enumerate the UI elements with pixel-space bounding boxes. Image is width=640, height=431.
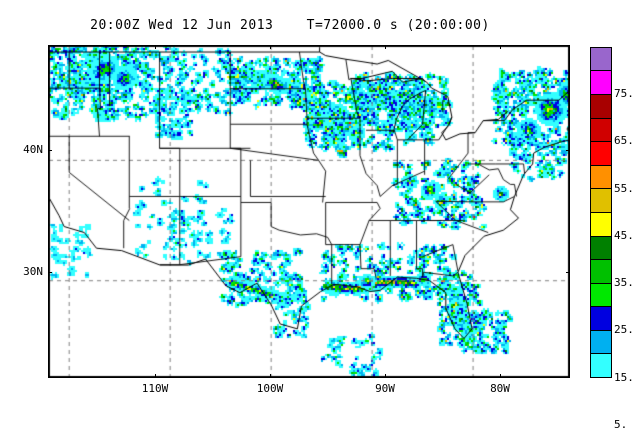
map-panel	[48, 45, 570, 378]
x-tick	[500, 374, 501, 378]
colorbar	[590, 47, 612, 378]
colorbar-band-70	[591, 47, 611, 72]
x-tick	[270, 45, 271, 49]
x-tick	[500, 45, 501, 49]
figure-title: 20:00Z Wed 12 Jun 2013 T=72000.0 s (20:0…	[90, 18, 490, 33]
x-axis-label-90w: 90W	[375, 382, 395, 395]
x-tick	[270, 374, 271, 378]
y-tick	[48, 150, 52, 151]
y-tick	[566, 150, 570, 151]
colorbar-band-55	[591, 118, 611, 143]
colorbar-band-10	[591, 330, 611, 355]
colorbar-band-5	[591, 354, 611, 377]
colorbar-band-60	[591, 95, 611, 119]
x-tick	[155, 45, 156, 49]
x-axis-label-80w: 80W	[490, 382, 510, 395]
colorbar-band-25	[591, 260, 611, 284]
y-axis-label-40n: 40N	[23, 143, 43, 156]
colorbar-label-45: 45.	[614, 228, 634, 242]
colorbar-label-15: 15.	[614, 370, 634, 384]
colorbar-label-75: 75.	[614, 87, 634, 100]
colorbar-labels: 75. 65. 55. 45. 35. 25. 15. 5.	[614, 47, 640, 431]
x-tick	[385, 45, 386, 49]
colorbar-label-65: 65.	[614, 134, 634, 148]
y-axis-label-30n: 30N	[23, 265, 43, 278]
y-tick	[48, 272, 52, 273]
colorbar-band-15	[591, 307, 611, 331]
radar-reflectivity-canvas	[49, 46, 569, 377]
x-axis-label-110w: 110W	[141, 382, 169, 395]
colorbar-band-35	[591, 212, 611, 237]
x-tick	[385, 374, 386, 378]
y-tick	[566, 272, 570, 273]
colorbar-label-25: 25.	[614, 323, 634, 337]
x-axis-label-100w: 100W	[256, 382, 284, 395]
radar-map-figure: 20:00Z Wed 12 Jun 2013 T=72000.0 s (20:0…	[23, 18, 640, 431]
colorbar-band-20	[591, 283, 611, 308]
colorbar-label-35: 35.	[614, 276, 634, 290]
colorbar-band-40	[591, 189, 611, 213]
colorbar-band-50	[591, 142, 611, 166]
colorbar-band-45	[591, 165, 611, 190]
colorbar-label-5: 5.	[614, 418, 628, 431]
colorbar-band-30	[591, 236, 611, 261]
colorbar-band-65	[591, 71, 611, 96]
x-tick	[155, 374, 156, 378]
colorbar-label-55: 55.	[614, 181, 634, 195]
